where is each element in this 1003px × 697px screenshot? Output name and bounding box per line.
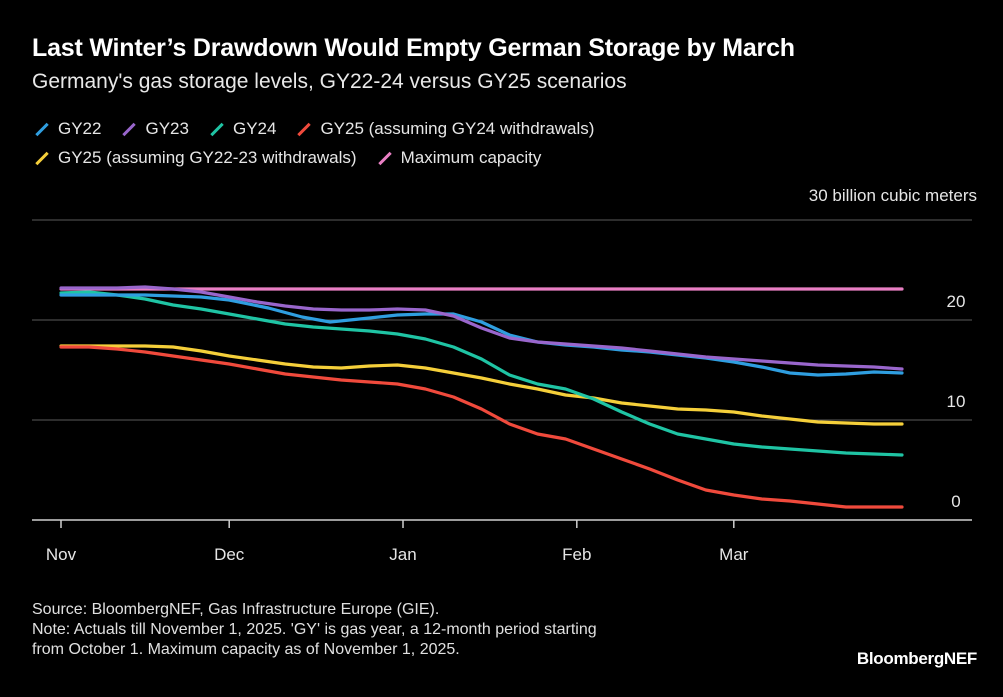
line-chart: 20 10 0 Nov Dec Jan Feb Mar bbox=[32, 219, 972, 564]
legend-row-2: GY25 (assuming GY22-23 withdrawals) Maxi… bbox=[32, 148, 541, 168]
series-line-gy24 bbox=[59, 290, 904, 457]
chart-title: Last Winter’s Drawdown Would Empty Germa… bbox=[32, 34, 795, 62]
series-line-gy25-assuming-gy24-withdrawals bbox=[59, 345, 904, 509]
x-tick-label: Nov bbox=[46, 545, 77, 564]
legend-label-gy25-gy22-23: GY25 (assuming GY22-23 withdrawals) bbox=[58, 148, 357, 167]
footer-notes: Source: BloombergNEF, Gas Infrastructure… bbox=[32, 600, 597, 660]
x-tick-label: Feb bbox=[562, 545, 591, 564]
legend-label-gy22: GY22 bbox=[58, 119, 102, 138]
brand-logo-text: BloombergNEF bbox=[856, 649, 977, 668]
legend-item-gy25-gy22-23: GY25 (assuming GY22-23 withdrawals) bbox=[32, 148, 357, 168]
legend-row-1: GY22 GY23 GY24 GY25 (assuming GY24 withd… bbox=[32, 119, 594, 139]
legend-item-gy23: GY23 bbox=[119, 119, 189, 139]
legend-swatch-gy23 bbox=[122, 122, 137, 136]
legend-swatch-gy25-gy24 bbox=[297, 122, 312, 136]
x-tick-label: Jan bbox=[389, 545, 416, 564]
y-axis-unit-label: 30 billion cubic meters bbox=[808, 186, 977, 205]
chart-subtitle: Germany's gas storage levels, GY22-24 ve… bbox=[32, 70, 627, 93]
series-line-gy25-assuming-gy22-23-withdrawals bbox=[59, 344, 904, 426]
legend-item-gy24: GY24 bbox=[207, 119, 276, 139]
y-tick-label: 0 bbox=[951, 492, 960, 511]
legend-label-max-capacity: Maximum capacity bbox=[400, 148, 542, 167]
legend-swatch-max-capacity bbox=[377, 151, 392, 165]
y-tick-label: 10 bbox=[947, 392, 966, 411]
note-line-2: from October 1. Maximum capacity as of N… bbox=[32, 641, 460, 658]
legend-item-gy22: GY22 bbox=[32, 119, 101, 139]
legend-swatch-gy25-gy22-23 bbox=[35, 151, 49, 165]
legend-label-gy25-gy24: GY25 (assuming GY24 withdrawals) bbox=[320, 119, 595, 138]
legend-item-max-capacity: Maximum capacity bbox=[375, 148, 542, 168]
legend-label-gy23: GY23 bbox=[145, 119, 189, 138]
legend-item-gy25-gy24: GY25 (assuming GY24 withdrawals) bbox=[294, 119, 594, 139]
legend-swatch-gy24 bbox=[210, 122, 224, 136]
legend-swatch-gy22 bbox=[35, 122, 49, 136]
series-line-gy23 bbox=[59, 285, 904, 371]
x-tick-label: Dec bbox=[214, 545, 245, 564]
y-tick-label: 20 bbox=[947, 292, 966, 311]
legend-label-gy24: GY24 bbox=[232, 119, 277, 138]
source-note: Source: BloombergNEF, Gas Infrastructure… bbox=[32, 601, 440, 618]
x-tick-label: Mar bbox=[719, 545, 749, 564]
note-line-1: Note: Actuals till November 1, 2025. 'GY… bbox=[32, 621, 597, 638]
